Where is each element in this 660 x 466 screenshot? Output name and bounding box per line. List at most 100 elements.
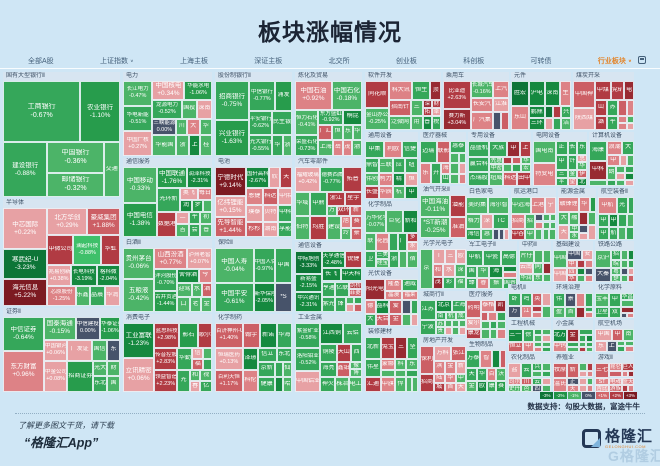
stock-tile-紫光股份[interactable]: 紫光 bbox=[321, 296, 336, 312]
stock-tile-中电兴发[interactable] bbox=[616, 166, 625, 173]
stock-tile-片仔癀[interactable]: 片仔 bbox=[519, 250, 535, 263]
stock-tile-吉大通信[interactable]: 吉 bbox=[176, 224, 189, 237]
stock-tile-宁德时代[interactable]: 宁德时代 +9.14% bbox=[215, 167, 246, 197]
stock-tile-比亚迪[interactable]: 比亚迪 +2.63% bbox=[443, 81, 471, 110]
stock-tile-海鸥住工[interactable] bbox=[394, 370, 407, 377]
stock-tile-光启技术[interactable]: 光 bbox=[616, 197, 628, 215]
stock-tile-赣锋锂业[interactable]: 赣锋锂 bbox=[558, 197, 579, 213]
stock-tile-天孚通信[interactable]: 天孚通信 -2.48% bbox=[321, 251, 345, 269]
stock-tile-农业银行[interactable]: 农业银行 -1.10% bbox=[80, 81, 120, 143]
stock-tile-上汽集团[interactable]: 上汽 bbox=[493, 81, 509, 98]
stock-tile-太辰光[interactable] bbox=[353, 296, 362, 305]
stock-tile-锐捷网络[interactable]: 锐捷 bbox=[344, 251, 362, 269]
stock-tile-柯力传感[interactable]: 柯力 bbox=[378, 172, 393, 187]
stock-tile-仙琚制药[interactable]: 仙 bbox=[282, 361, 292, 377]
stock-tile-青岛港[interactable] bbox=[543, 214, 550, 222]
stock-tile-辽港股份[interactable] bbox=[535, 214, 544, 222]
stock-tile-多氟多[interactable]: 多 bbox=[407, 233, 418, 242]
stock-tile-光大证券[interactable]: 光大 bbox=[93, 360, 108, 377]
stock-tile-美迪西[interactable] bbox=[488, 311, 498, 322]
stock-tile-长电科技[interactable]: 长电科技 -3.19% bbox=[70, 264, 97, 287]
stock-tile-中国广核[interactable]: 中国广核 +0.27% bbox=[123, 131, 153, 156]
stock-tile-TCL智家[interactable]: TC bbox=[492, 214, 509, 229]
stock-tile-智明达[interactable] bbox=[502, 271, 517, 279]
stock-tile-大唐发电[interactable]: 大 bbox=[187, 118, 200, 135]
stock-tile-三一重工[interactable]: 三一 bbox=[508, 329, 523, 342]
stock-tile-华明装备[interactable]: 华 bbox=[577, 162, 587, 170]
stock-tile-中信海直[interactable]: 中 bbox=[612, 329, 624, 341]
stock-tile-鸣志电器[interactable]: 鸣 bbox=[520, 293, 533, 306]
stock-tile-璞泰来[interactable]: 璞泰 bbox=[245, 204, 263, 222]
stock-tile-赛力斯[interactable]: 赛力斯 +3.04% bbox=[443, 109, 471, 130]
stock-tile-财富趋势[interactable]: 财 bbox=[431, 99, 441, 108]
stock-tile-中国平安[interactable]: 中国平安 -0.61% bbox=[215, 283, 254, 312]
stock-tile-中国核电[interactable]: 中国核电 +0.34% bbox=[152, 81, 185, 100]
stock-tile-湖南裕能[interactable]: 湖南 bbox=[262, 221, 279, 237]
stock-tile-指南针[interactable]: 指南针 bbox=[389, 99, 411, 117]
stock-tile-TCL科技[interactable]: T bbox=[432, 249, 445, 265]
stock-tile-中国西电[interactable]: 中 bbox=[555, 154, 568, 170]
stock-tile-美的集团[interactable]: 美的集 bbox=[466, 197, 489, 215]
stock-tile-振芯科技[interactable]: 振 bbox=[489, 278, 503, 289]
stock-tile-招商证券[interactable]: 招商证券 bbox=[67, 360, 94, 392]
stock-tile-中信银行[interactable]: 中信银行 -0.77% bbox=[248, 81, 276, 111]
stock-tile-鹏鼎控股[interactable]: 鹏鼎 bbox=[529, 106, 545, 119]
stock-tile-京东方A[interactable]: 京 bbox=[420, 249, 433, 289]
stock-tile-金钼股份[interactable]: 金 bbox=[566, 329, 579, 342]
stock-tile-建设机械[interactable] bbox=[542, 341, 551, 347]
stock-tile-海格通信[interactable]: 海 bbox=[489, 265, 503, 279]
stock-tile-万泰生物[interactable]: 万泰 bbox=[466, 350, 481, 369]
stock-tile-中煤能源[interactable]: 中煤 bbox=[594, 81, 611, 100]
stock-tile-广晟有色[interactable] bbox=[578, 346, 586, 352]
stock-tile-舍得酒业[interactable]: 舍得酒 bbox=[177, 269, 199, 284]
stock-tile-科顺股份[interactable]: 科 bbox=[394, 359, 407, 370]
stock-tile-桂冠电力[interactable]: 桂 bbox=[200, 135, 212, 156]
stock-tile-航发动力[interactable] bbox=[627, 197, 634, 215]
stock-tile-豪威集团[interactable]: 豪威集团 +1.88% bbox=[87, 208, 120, 236]
stock-tile-巨化股份[interactable]: 巨化 bbox=[386, 210, 404, 234]
stock-tile-北新建材[interactable]: 北新 bbox=[365, 337, 381, 359]
stock-tile-兰花科创[interactable] bbox=[618, 123, 627, 130]
stock-tile-药明康德[interactable]: 药明 bbox=[466, 300, 482, 318]
stock-tile-剑桥科技[interactable]: 剑桥 bbox=[348, 281, 362, 289]
stock-tile-川恒股份[interactable]: 川 bbox=[520, 377, 533, 385]
stock-tile-平高电气[interactable]: 平 bbox=[555, 177, 568, 186]
stock-tile-信立泰[interactable]: 信立 bbox=[258, 347, 277, 362]
stock-tile-中原高速[interactable] bbox=[627, 267, 634, 275]
stock-tile-三棵树[interactable]: 三 bbox=[394, 337, 408, 359]
stock-tile-招商公路[interactable]: 招 bbox=[611, 250, 621, 260]
stock-tile-金迪克[interactable]: 金 bbox=[466, 381, 478, 392]
stock-tile-名雕股份[interactable] bbox=[406, 376, 413, 392]
stock-tile-生益电子[interactable] bbox=[544, 106, 553, 119]
stock-tile-光大银行[interactable]: 光大银行 -0.55% bbox=[248, 135, 272, 156]
stock-tile-工商银行[interactable]: 工商银行 -0.67% bbox=[3, 81, 81, 143]
stock-tile-欣旺达[interactable]: 欣 bbox=[268, 167, 281, 188]
stock-tile-科达利[interactable]: 科达 bbox=[262, 188, 279, 205]
stock-tile-宝通科技[interactable] bbox=[621, 384, 628, 392]
stock-tile-新洋丰[interactable] bbox=[542, 371, 551, 378]
stock-tile-中金公司[interactable]: 中金公司 +0.08% bbox=[43, 360, 68, 392]
stock-tile-国药现代[interactable] bbox=[275, 376, 283, 392]
stock-tile-中微公司[interactable]: 中微公司 bbox=[47, 235, 74, 265]
stock-tile-晓鸣股份[interactable] bbox=[586, 377, 593, 385]
stock-tile-伯特利[interactable]: 伯特 bbox=[295, 215, 310, 240]
stock-tile-陕西煤业[interactable]: 陕西煤 bbox=[573, 108, 595, 130]
stock-tile-金地集团[interactable]: 金 bbox=[444, 360, 456, 374]
stock-tile-安徽合力[interactable] bbox=[542, 335, 551, 342]
stock-tile-海峡股份[interactable] bbox=[535, 221, 544, 229]
stock-tile-长城汽车[interactable]: 长城汽车 -0.16% bbox=[470, 81, 494, 98]
stock-tile-双环科技[interactable]: 双 bbox=[609, 306, 621, 318]
stock-tile-杭叉集团[interactable] bbox=[542, 329, 551, 336]
stock-tile-星宇股份[interactable]: 星宇 bbox=[344, 191, 362, 207]
stock-tile-联化科技[interactable]: 联 bbox=[365, 233, 376, 251]
stock-tile-口子窖[interactable]: 口 bbox=[177, 297, 190, 312]
stock-tile-诺力股份[interactable] bbox=[533, 346, 543, 352]
stock-tile-粤高速A[interactable]: 粤 bbox=[611, 267, 621, 275]
stock-tile-吉比特[interactable]: 吉比 bbox=[595, 384, 610, 392]
stock-tile-湖北宜化[interactable] bbox=[620, 300, 634, 307]
stock-tile-伟星新材[interactable]: 伟星 bbox=[365, 359, 381, 377]
stock-tile-中航沈飞[interactable]: 中航 bbox=[598, 197, 617, 215]
stock-tile-万华化学[interactable]: 万华化学-0.07% bbox=[365, 210, 387, 234]
stock-tile-东华能源[interactable]: 东 bbox=[343, 124, 353, 140]
stock-tile-真视通[interactable] bbox=[616, 172, 625, 180]
